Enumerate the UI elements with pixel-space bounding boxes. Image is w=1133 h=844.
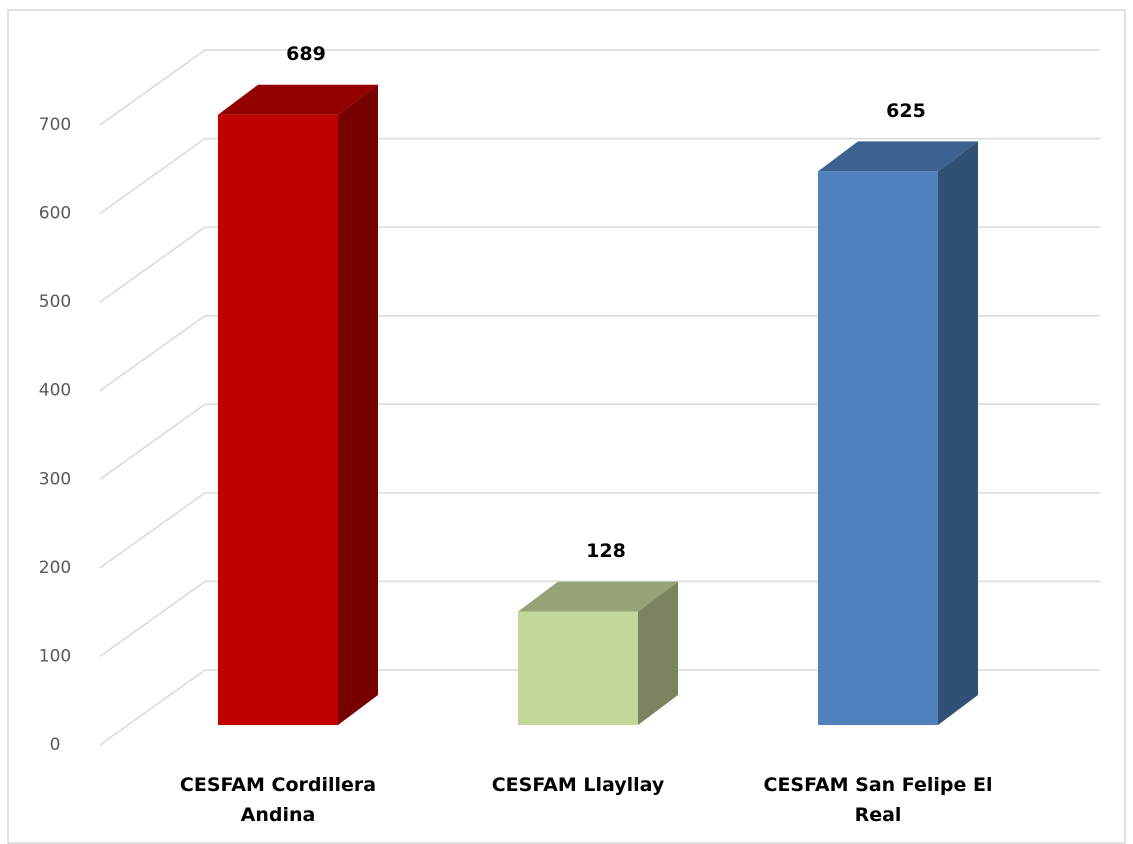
y-tick-label: 700 [39, 115, 71, 135]
grid-line-side [99, 580, 206, 658]
grid-line-side [99, 137, 206, 215]
x-tick-label: CESFAM Cordillera Andina [179, 774, 377, 826]
bar-top [818, 141, 978, 172]
y-tick-label: 0 [50, 735, 61, 755]
grid-line-side [99, 403, 206, 480]
x-tick-label: CESFAM Llayllay [491, 774, 665, 796]
bar [218, 114, 338, 725]
grid-line-side [99, 315, 206, 392]
bar-side [638, 581, 678, 725]
chart-frame [7, 9, 1126, 844]
bar [518, 611, 638, 725]
bar-top [218, 84, 378, 115]
y-tick-label: 300 [39, 469, 71, 489]
y-tick-label: 400 [39, 381, 71, 401]
bar-top [518, 581, 678, 612]
bar [818, 171, 938, 725]
grid-line-side [99, 669, 206, 746]
bar-side [338, 84, 378, 725]
y-tick-label: 600 [39, 204, 71, 224]
value-label: 128 [586, 540, 626, 562]
bar-side [938, 141, 978, 725]
value-label: 625 [886, 100, 926, 122]
grid-line-side [99, 492, 206, 569]
y-tick-label: 500 [39, 292, 71, 312]
grid-line-side [99, 226, 206, 303]
x-tick-label: CESFAM San Felipe El Real [763, 774, 993, 826]
y-tick-label: 200 [39, 558, 71, 578]
y-tick-label: 100 [39, 646, 71, 666]
value-label: 689 [286, 43, 326, 65]
grid-line-side [99, 49, 206, 126]
